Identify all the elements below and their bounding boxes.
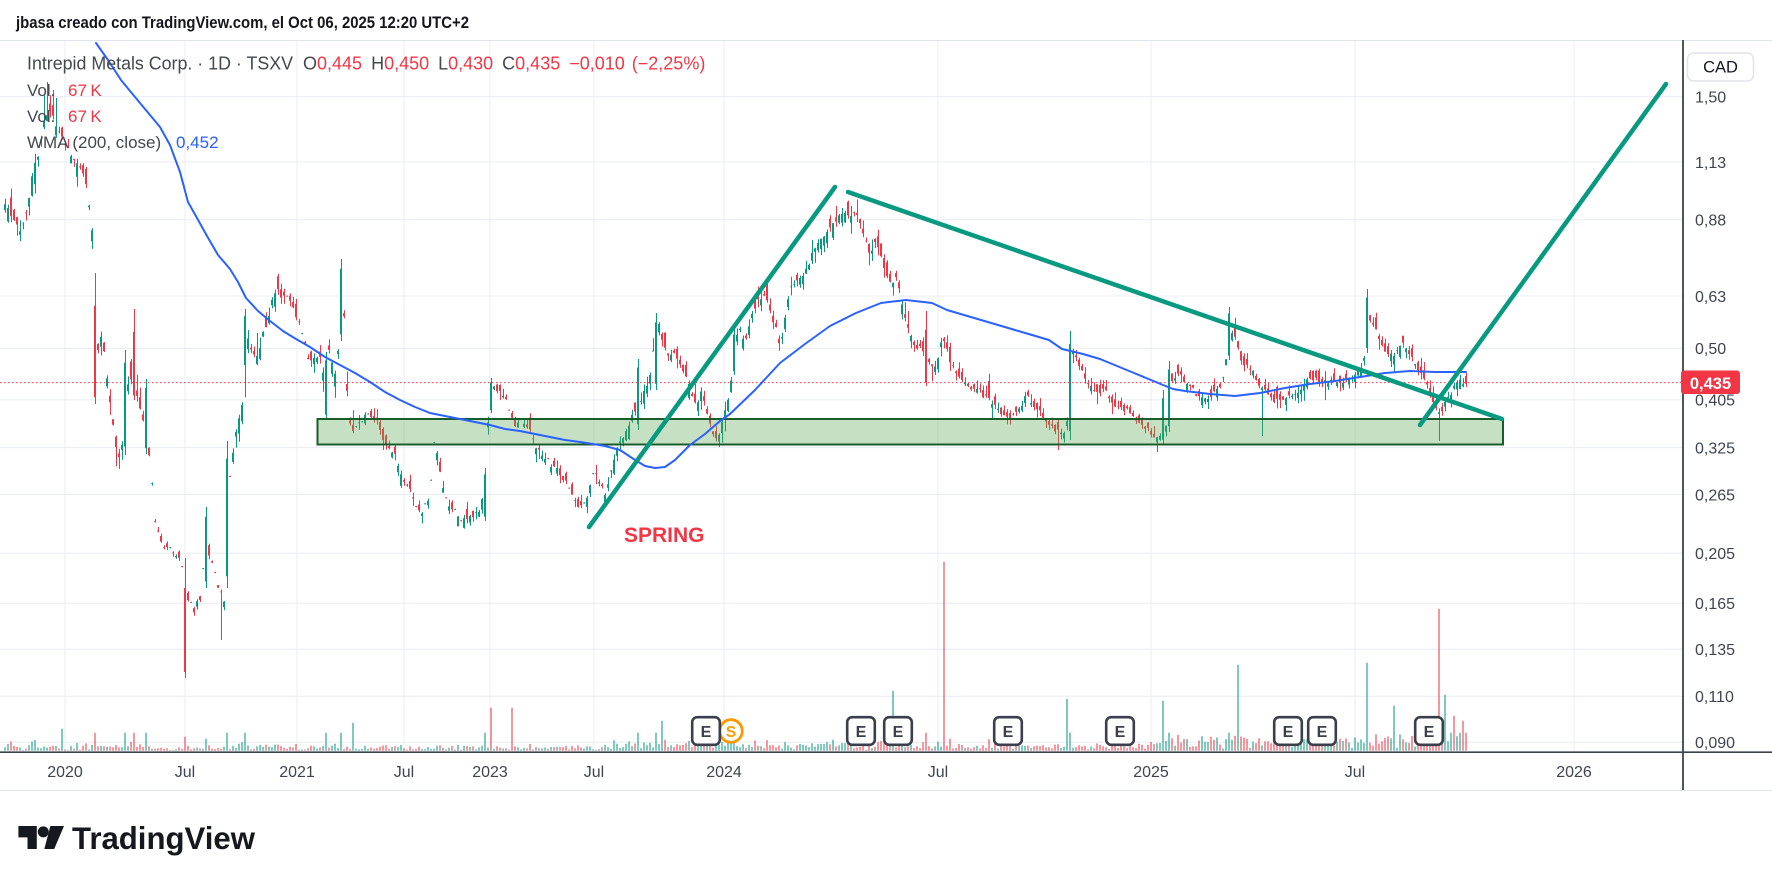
- svg-text:E: E: [1283, 724, 1294, 741]
- svg-text:0,110: 0,110: [1695, 689, 1734, 706]
- svg-text:2021: 2021: [279, 764, 315, 781]
- svg-text:Jul: Jul: [928, 764, 948, 781]
- svg-text:SPRING: SPRING: [624, 524, 705, 547]
- svg-text:WMA (200, close): WMA (200, close): [27, 133, 161, 152]
- svg-text:2020: 2020: [47, 764, 83, 781]
- svg-text:0,88: 0,88: [1695, 213, 1726, 230]
- svg-text:Jul: Jul: [1345, 764, 1365, 781]
- svg-text:E: E: [701, 724, 712, 741]
- svg-text:2023: 2023: [472, 764, 508, 781]
- svg-text:2025: 2025: [1133, 764, 1169, 781]
- svg-text:Vol.: Vol.: [27, 81, 55, 100]
- svg-text:67 K: 67 K: [68, 107, 102, 126]
- svg-text:0,435: 0,435: [1690, 375, 1731, 393]
- svg-text:1,13: 1,13: [1695, 155, 1726, 172]
- svg-text:Jul: Jul: [175, 764, 195, 781]
- svg-text:E: E: [856, 724, 867, 741]
- svg-text:Jul: Jul: [394, 764, 414, 781]
- svg-text:TradingView: TradingView: [72, 820, 255, 856]
- svg-text:1,50: 1,50: [1695, 90, 1726, 107]
- svg-text:CAD: CAD: [1703, 59, 1738, 77]
- svg-text:0,265: 0,265: [1695, 487, 1735, 504]
- svg-text:0,405: 0,405: [1695, 393, 1735, 410]
- svg-text:0,325: 0,325: [1695, 440, 1735, 457]
- svg-text:67 K: 67 K: [68, 81, 102, 100]
- svg-text:E: E: [1003, 724, 1014, 741]
- svg-text:0,090: 0,090: [1695, 735, 1735, 752]
- svg-text:Intrepid Metals Corp. · 1D · T: Intrepid Metals Corp. · 1D · TSXV: [27, 54, 293, 74]
- svg-text:jbasa creado con TradingView.c: jbasa creado con TradingView.com, el Oct…: [15, 13, 469, 32]
- svg-text:2026: 2026: [1556, 764, 1592, 781]
- svg-text:Vol.: Vol.: [27, 107, 55, 126]
- svg-text:0,205: 0,205: [1695, 546, 1735, 563]
- svg-text:0,50: 0,50: [1695, 341, 1726, 358]
- svg-text:0,452: 0,452: [176, 133, 219, 152]
- svg-text:E: E: [1317, 724, 1328, 741]
- svg-text:E: E: [893, 724, 904, 741]
- svg-text:E: E: [1424, 724, 1435, 741]
- svg-text:S: S: [726, 724, 736, 741]
- svg-text:2024: 2024: [706, 764, 742, 781]
- svg-text:0,165: 0,165: [1695, 596, 1735, 613]
- svg-text:0,135: 0,135: [1695, 642, 1735, 659]
- svg-text:E: E: [1115, 724, 1126, 741]
- svg-text:Jul: Jul: [584, 764, 604, 781]
- svg-text:0,63: 0,63: [1695, 289, 1726, 306]
